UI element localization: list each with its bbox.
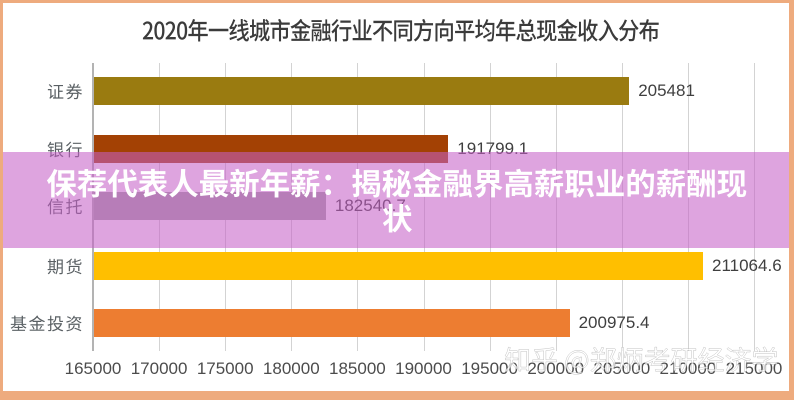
- value-label: 211064.6: [712, 256, 782, 275]
- value-label: 200975.4: [578, 313, 650, 332]
- headline-line2: [0, 203, 794, 235]
- category-label: [10, 315, 84, 333]
- bar-1: [94, 77, 630, 105]
- x-tick-label: 170000: [130, 359, 188, 378]
- x-tick-label: 185000: [329, 359, 386, 378]
- x-tick-label: 175000: [196, 359, 254, 378]
- value-label: 205481: [638, 81, 695, 100]
- frame-left: [0, 0, 3, 400]
- bar-5: [94, 309, 570, 337]
- watermark: [504, 346, 779, 375]
- x-tick-label: 190000: [395, 359, 452, 378]
- frame-bottom: [0, 391, 794, 400]
- frame-right: [789, 0, 794, 400]
- x-tick-label: 195000: [461, 359, 518, 378]
- x-tick-label: 180000: [262, 359, 320, 378]
- bar-4: [94, 252, 703, 280]
- frame-top: [0, 0, 794, 3]
- chart-title: [4, 18, 794, 43]
- x-tick-label: 165000: [64, 359, 122, 378]
- category-label: [47, 258, 84, 276]
- headline-band: [0, 152, 794, 248]
- headline-line1: [0, 168, 794, 200]
- category-label: [47, 83, 84, 101]
